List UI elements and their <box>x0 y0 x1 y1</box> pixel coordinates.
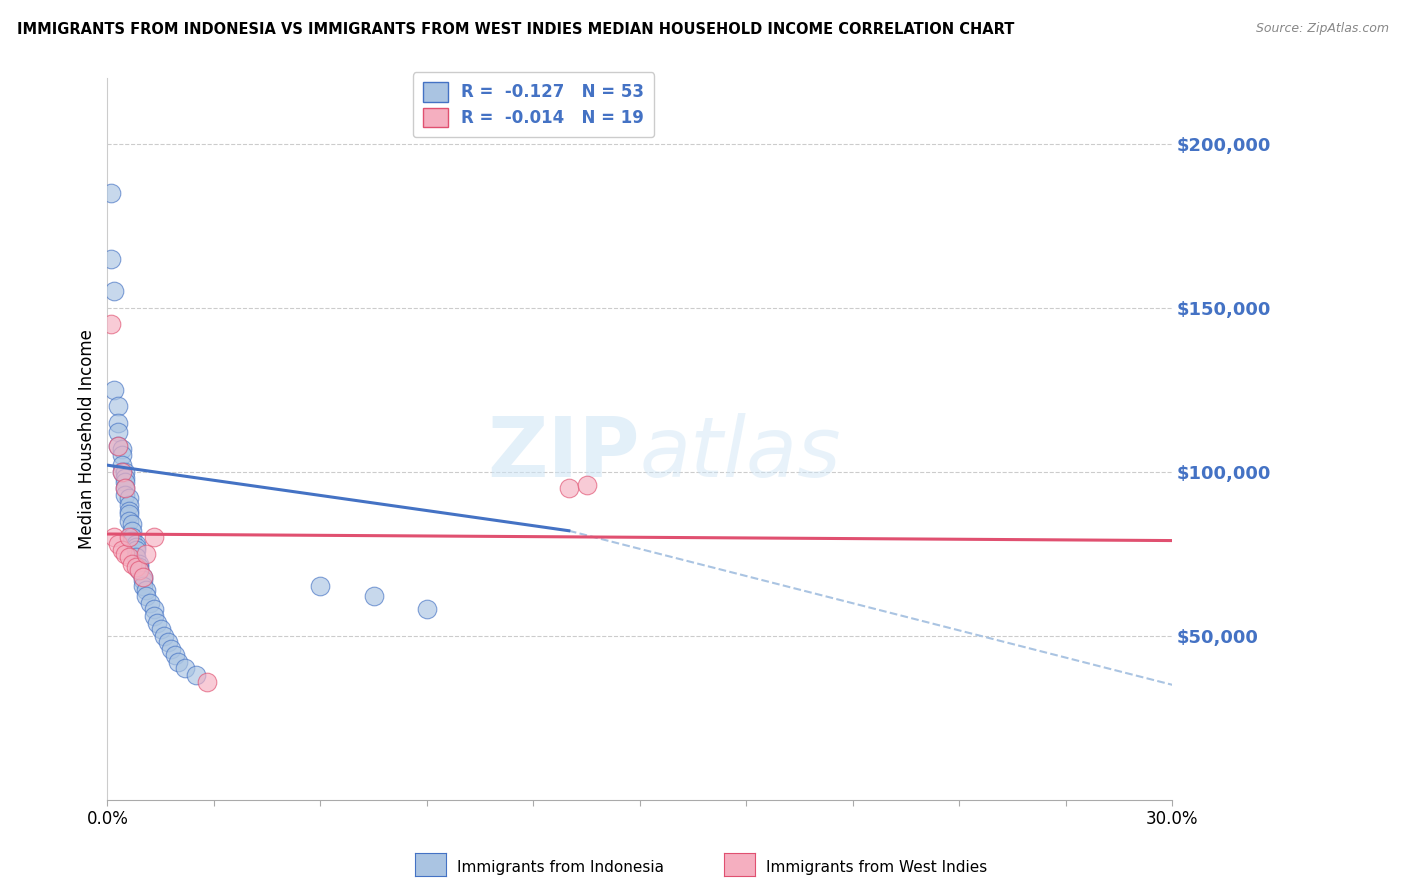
Point <box>118 504 141 518</box>
Point <box>142 602 165 616</box>
Point <box>309 579 332 593</box>
Point <box>139 596 162 610</box>
Point <box>184 668 207 682</box>
Point <box>107 438 129 452</box>
Point <box>100 317 122 331</box>
Legend: R =  -0.127   N = 53, R =  -0.014   N = 19: R = -0.127 N = 53, R = -0.014 N = 19 <box>413 72 654 137</box>
Point <box>128 559 150 574</box>
Text: atlas: atlas <box>640 413 841 494</box>
Text: Immigrants from West Indies: Immigrants from West Indies <box>766 860 987 874</box>
Point <box>110 543 132 558</box>
Point <box>146 615 169 630</box>
Point <box>118 530 141 544</box>
Point <box>100 186 122 200</box>
Point <box>110 458 132 472</box>
Point <box>125 537 148 551</box>
Point <box>107 425 129 440</box>
Point <box>132 573 155 587</box>
Point <box>575 478 598 492</box>
Point <box>110 465 132 479</box>
Point <box>114 475 136 489</box>
Point <box>558 481 581 495</box>
Point <box>114 488 136 502</box>
Point <box>125 549 148 564</box>
Point <box>153 629 176 643</box>
Point <box>363 589 385 603</box>
Point <box>128 557 150 571</box>
Point <box>107 416 129 430</box>
Text: IMMIGRANTS FROM INDONESIA VS IMMIGRANTS FROM WEST INDIES MEDIAN HOUSEHOLD INCOME: IMMIGRANTS FROM INDONESIA VS IMMIGRANTS … <box>17 22 1014 37</box>
Point <box>110 442 132 456</box>
Point <box>114 481 136 495</box>
Point <box>107 399 129 413</box>
Point <box>103 285 125 299</box>
Point <box>100 252 122 266</box>
Point <box>114 471 136 485</box>
Point <box>118 514 141 528</box>
Point <box>114 465 136 479</box>
Point <box>118 498 141 512</box>
Point <box>103 383 125 397</box>
Y-axis label: Median Household Income: Median Household Income <box>79 329 96 549</box>
Point <box>107 438 129 452</box>
Point <box>125 540 148 554</box>
Point <box>121 530 143 544</box>
Point <box>163 648 186 663</box>
Point <box>167 655 190 669</box>
Point <box>121 533 143 548</box>
Point <box>125 543 148 558</box>
Point <box>118 508 141 522</box>
Point <box>107 537 129 551</box>
Point <box>142 530 165 544</box>
Point <box>121 524 143 538</box>
Point <box>118 549 141 564</box>
Text: ZIP: ZIP <box>488 413 640 494</box>
Point <box>135 547 157 561</box>
Point <box>110 448 132 462</box>
Point <box>174 661 197 675</box>
Point <box>110 465 132 479</box>
Point <box>114 547 136 561</box>
Point <box>135 582 157 597</box>
Point <box>121 557 143 571</box>
Point <box>156 635 179 649</box>
Text: Source: ZipAtlas.com: Source: ZipAtlas.com <box>1256 22 1389 36</box>
Point <box>121 517 143 532</box>
Point <box>118 491 141 505</box>
Point <box>416 602 439 616</box>
Point <box>132 579 155 593</box>
Point <box>128 563 150 577</box>
Text: Immigrants from Indonesia: Immigrants from Indonesia <box>457 860 664 874</box>
Point <box>195 674 218 689</box>
Point <box>114 481 136 495</box>
Point <box>125 559 148 574</box>
Point <box>128 563 150 577</box>
Point <box>103 530 125 544</box>
Point <box>132 569 155 583</box>
Point <box>132 569 155 583</box>
Point <box>142 609 165 624</box>
Point <box>160 641 183 656</box>
Point <box>149 622 172 636</box>
Point <box>135 589 157 603</box>
